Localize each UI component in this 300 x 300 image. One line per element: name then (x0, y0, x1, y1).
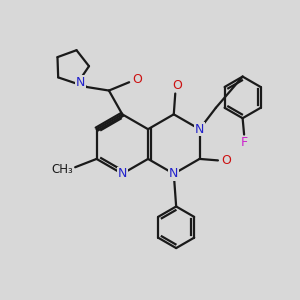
Text: N: N (118, 167, 127, 180)
Text: N: N (76, 76, 86, 89)
Text: F: F (241, 136, 248, 149)
Text: O: O (172, 79, 182, 92)
Text: N: N (169, 167, 178, 180)
Text: O: O (221, 154, 231, 167)
Text: CH₃: CH₃ (51, 163, 73, 176)
Text: O: O (133, 73, 142, 86)
Text: N: N (195, 123, 204, 136)
